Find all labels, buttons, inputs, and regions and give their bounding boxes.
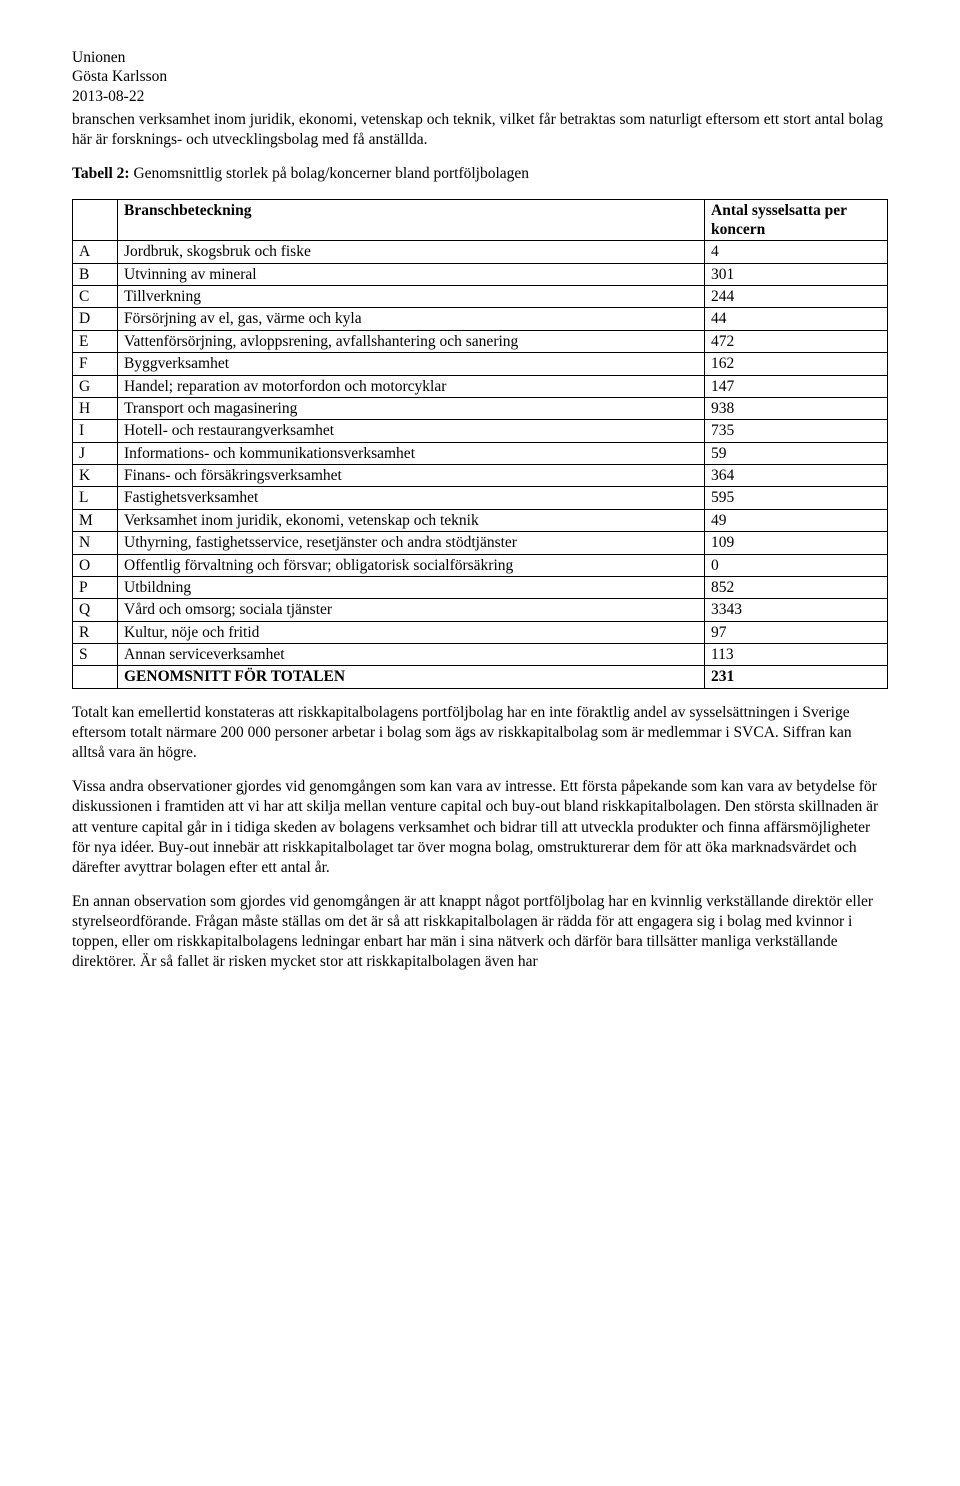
- row-code: G: [73, 375, 118, 397]
- table-row: IHotell- och restaurangverksamhet735: [73, 420, 888, 442]
- row-value: 44: [705, 308, 888, 330]
- row-code: O: [73, 554, 118, 576]
- row-code: S: [73, 644, 118, 666]
- table-title: Tabell 2: Genomsnittlig storlek på bolag…: [72, 164, 888, 184]
- table-row: AJordbruk, skogsbruk och fiske4: [73, 241, 888, 263]
- header-org: Unionen: [72, 48, 888, 67]
- row-code: R: [73, 621, 118, 643]
- row-code: I: [73, 420, 118, 442]
- row-value: 97: [705, 621, 888, 643]
- row-value: 472: [705, 330, 888, 352]
- row-label: Verksamhet inom juridik, ekonomi, vetens…: [118, 509, 705, 531]
- row-value: 364: [705, 465, 888, 487]
- total-label: GENOMSNITT FÖR TOTALEN: [118, 666, 705, 688]
- row-code: P: [73, 576, 118, 598]
- row-code: B: [73, 263, 118, 285]
- table-row: KFinans- och försäkringsverksamhet364: [73, 465, 888, 487]
- table-header-value: Antal sysselsatta per koncern: [705, 199, 888, 241]
- table-header-label: Branschbeteckning: [118, 199, 705, 241]
- table-row: LFastighetsverksamhet595: [73, 487, 888, 509]
- row-value: 162: [705, 353, 888, 375]
- row-code: L: [73, 487, 118, 509]
- row-label: Byggverksamhet: [118, 353, 705, 375]
- row-code: D: [73, 308, 118, 330]
- table-row: EVattenförsörjning, avloppsrening, avfal…: [73, 330, 888, 352]
- table-row: SAnnan serviceverksamhet113: [73, 644, 888, 666]
- header-author: Gösta Karlsson: [72, 67, 888, 86]
- row-value: 113: [705, 644, 888, 666]
- table-row: HTransport och magasinering938: [73, 397, 888, 419]
- row-value: 59: [705, 442, 888, 464]
- header-date: 2013-08-22: [72, 87, 888, 106]
- body-paragraph: En annan observation som gjordes vid gen…: [72, 892, 888, 973]
- row-label: Kultur, nöje och fritid: [118, 621, 705, 643]
- row-label: Uthyrning, fastighetsservice, resetjänst…: [118, 532, 705, 554]
- row-code: A: [73, 241, 118, 263]
- body-paragraph: Vissa andra observationer gjordes vid ge…: [72, 777, 888, 878]
- row-code: Q: [73, 599, 118, 621]
- row-code: M: [73, 509, 118, 531]
- row-code: N: [73, 532, 118, 554]
- row-label: Finans- och försäkringsverksamhet: [118, 465, 705, 487]
- row-label: Vattenförsörjning, avloppsrening, avfall…: [118, 330, 705, 352]
- row-label: Försörjning av el, gas, värme och kyla: [118, 308, 705, 330]
- table-row: NUthyrning, fastighetsservice, resetjäns…: [73, 532, 888, 554]
- table-row: CTillverkning244: [73, 286, 888, 308]
- row-code: F: [73, 353, 118, 375]
- row-label: Vård och omsorg; sociala tjänster: [118, 599, 705, 621]
- table-title-prefix: Tabell 2:: [72, 165, 130, 182]
- table-row: OOffentlig förvaltning och försvar; obli…: [73, 554, 888, 576]
- table-row: FByggverksamhet162: [73, 353, 888, 375]
- row-code: E: [73, 330, 118, 352]
- table-header-row: Branschbeteckning Antal sysselsatta per …: [73, 199, 888, 241]
- row-value: 109: [705, 532, 888, 554]
- table-header-blank: [73, 199, 118, 241]
- row-label: Handel; reparation av motorfordon och mo…: [118, 375, 705, 397]
- table-row: DFörsörjning av el, gas, värme och kyla4…: [73, 308, 888, 330]
- total-code: [73, 666, 118, 688]
- table-row: PUtbildning852: [73, 576, 888, 598]
- row-label: Hotell- och restaurangverksamhet: [118, 420, 705, 442]
- row-code: C: [73, 286, 118, 308]
- row-label: Informations- och kommunikationsverksamh…: [118, 442, 705, 464]
- row-value: 3343: [705, 599, 888, 621]
- row-code: K: [73, 465, 118, 487]
- row-value: 595: [705, 487, 888, 509]
- row-label: Utbildning: [118, 576, 705, 598]
- table-title-rest: Genomsnittlig storlek på bolag/koncerner…: [130, 165, 529, 182]
- row-value: 244: [705, 286, 888, 308]
- intro-paragraph: branschen verksamhet inom juridik, ekono…: [72, 110, 888, 150]
- row-label: Offentlig förvaltning och försvar; oblig…: [118, 554, 705, 576]
- row-label: Transport och magasinering: [118, 397, 705, 419]
- row-value: 735: [705, 420, 888, 442]
- row-value: 147: [705, 375, 888, 397]
- table-row: MVerksamhet inom juridik, ekonomi, veten…: [73, 509, 888, 531]
- table-row: BUtvinning av mineral301: [73, 263, 888, 285]
- table-total-row: GENOMSNITT FÖR TOTALEN231: [73, 666, 888, 688]
- row-label: Jordbruk, skogsbruk och fiske: [118, 241, 705, 263]
- row-value: 4: [705, 241, 888, 263]
- table-row: GHandel; reparation av motorfordon och m…: [73, 375, 888, 397]
- table-row: RKultur, nöje och fritid97: [73, 621, 888, 643]
- row-label: Fastighetsverksamhet: [118, 487, 705, 509]
- row-label: Utvinning av mineral: [118, 263, 705, 285]
- total-value: 231: [705, 666, 888, 688]
- row-code: J: [73, 442, 118, 464]
- table-row: QVård och omsorg; sociala tjänster3343: [73, 599, 888, 621]
- table-row: JInformations- och kommunikationsverksam…: [73, 442, 888, 464]
- row-value: 301: [705, 263, 888, 285]
- row-value: 938: [705, 397, 888, 419]
- row-code: H: [73, 397, 118, 419]
- industry-table: Branschbeteckning Antal sysselsatta per …: [72, 199, 888, 689]
- row-value: 852: [705, 576, 888, 598]
- row-label: Tillverkning: [118, 286, 705, 308]
- body-paragraph: Totalt kan emellertid konstateras att ri…: [72, 703, 888, 763]
- row-value: 49: [705, 509, 888, 531]
- document-header: Unionen Gösta Karlsson 2013-08-22: [72, 48, 888, 106]
- row-label: Annan serviceverksamhet: [118, 644, 705, 666]
- row-value: 0: [705, 554, 888, 576]
